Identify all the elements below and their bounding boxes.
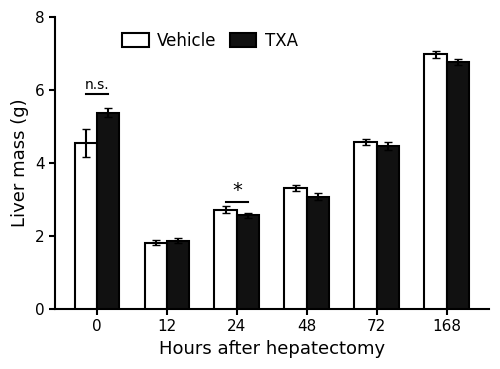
Bar	[214, 210, 237, 309]
Text: n.s.: n.s.	[84, 78, 110, 92]
Bar	[237, 215, 260, 309]
Bar	[307, 197, 329, 309]
Y-axis label: Liver mass (g): Liver mass (g)	[11, 99, 29, 227]
Bar	[167, 241, 190, 309]
Bar	[74, 143, 97, 309]
Legend: Vehicle, TXA: Vehicle, TXA	[116, 25, 304, 57]
Bar	[144, 242, 167, 309]
Text: *: *	[232, 181, 242, 200]
X-axis label: Hours after hepatectomy: Hours after hepatectomy	[159, 340, 385, 358]
Bar	[354, 142, 377, 309]
Bar	[284, 188, 307, 309]
Bar	[447, 62, 469, 309]
Bar	[424, 54, 447, 309]
Bar	[97, 113, 120, 309]
Bar	[377, 146, 399, 309]
